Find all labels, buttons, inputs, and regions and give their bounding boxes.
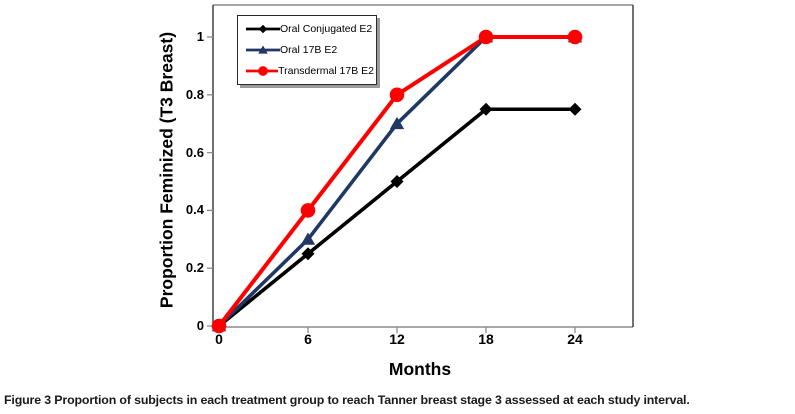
y-tick-label: 0 bbox=[196, 318, 204, 333]
y-tick-label: 0.6 bbox=[185, 144, 204, 160]
series-line-oral-conjugated-e2 bbox=[217, 107, 577, 328]
marker-diamond bbox=[479, 102, 493, 116]
marker-circle bbox=[211, 318, 227, 334]
marker-diamond bbox=[390, 175, 404, 188]
marker-triangle bbox=[389, 116, 405, 130]
x-tick-label: 18 bbox=[478, 331, 494, 347]
marker-circle bbox=[300, 203, 316, 218]
y-tick-label: 1 bbox=[196, 29, 204, 44]
marker-circle bbox=[478, 29, 494, 45]
marker-diamond bbox=[258, 25, 268, 34]
legend-entry-oral-conjugated-e2: Oral Conjugated E2 bbox=[246, 19, 374, 39]
marker-circle bbox=[258, 65, 268, 76]
y-tick-label: 0.2 bbox=[185, 260, 204, 276]
legend: Oral Conjugated E2 Oral 17B E2 Transdermal… bbox=[237, 15, 377, 85]
y-tick-label: 0.4 bbox=[185, 202, 204, 218]
legend-entry-oral-17b-e2: Oral 17B E2 bbox=[246, 40, 374, 60]
x-tick-label: 6 bbox=[304, 331, 312, 347]
plot-area bbox=[207, 4, 634, 334]
figure-caption-text: Proportion of subjects in each treatment… bbox=[54, 393, 690, 407]
marker-circle bbox=[567, 29, 583, 45]
x-tick-label: 0 bbox=[215, 331, 223, 347]
x-tick-label: 12 bbox=[389, 331, 405, 347]
marker-diamond bbox=[568, 102, 582, 116]
y-tick-label: 0.8 bbox=[185, 86, 204, 102]
legend-entry-transdermal-17b-e2: Transdermal 17B E2 bbox=[246, 61, 374, 81]
y-axis-title: Proportion Feminized (T3 Breast) bbox=[156, 31, 177, 309]
legend-label-transdermal-17b-e2: Transdermal 17B E2 bbox=[278, 64, 374, 77]
marker-triangle bbox=[258, 45, 268, 54]
x-tick-label: 24 bbox=[567, 331, 583, 347]
figure-caption-label: Figure 3 bbox=[4, 393, 51, 407]
x-axis-title: Months bbox=[388, 359, 452, 379]
figure-caption: Figure 3 Proportion of subjects in each … bbox=[4, 393, 793, 407]
marker-diamond bbox=[301, 247, 315, 261]
legend-swatch-oral-conjugated-e2 bbox=[246, 25, 280, 34]
marker-triangle bbox=[300, 232, 316, 245]
marker-circle bbox=[389, 87, 405, 103]
legend-swatch-transdermal-17b-e2 bbox=[246, 65, 279, 76]
legend-label-oral-17b-e2: Oral 17B E2 bbox=[280, 43, 338, 56]
legend-swatch-oral-17b-e2 bbox=[246, 45, 280, 54]
legend-label-oral-conjugated-e2: Oral Conjugated E2 bbox=[280, 23, 373, 36]
